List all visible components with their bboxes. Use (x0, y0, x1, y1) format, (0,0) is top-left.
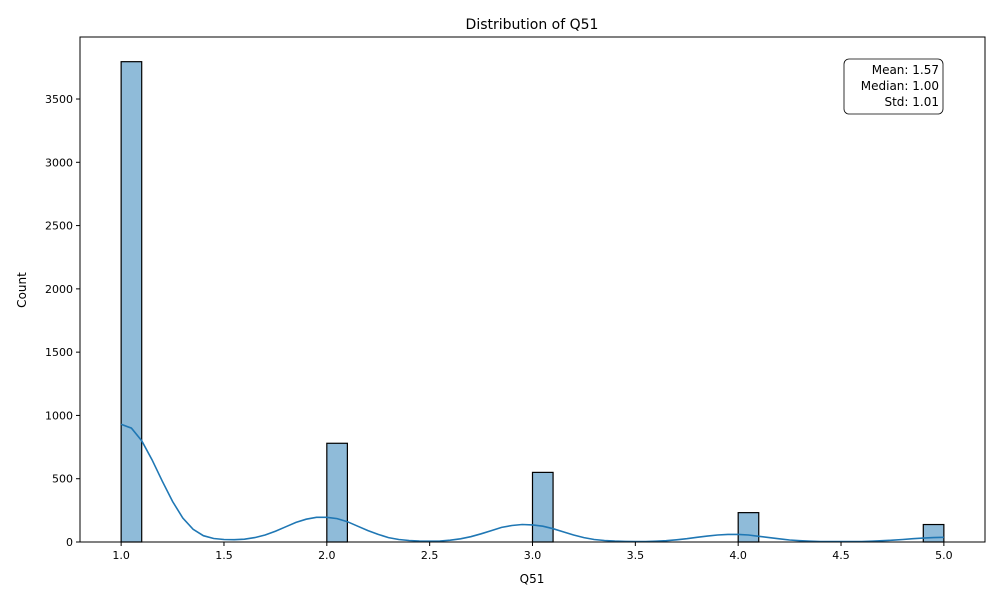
y-tick-label-3: 1500 (45, 346, 73, 359)
histogram-bar-2 (531, 471, 554, 543)
y-axis: 0 500 1000 1500 2000 2500 3000 3500 (45, 93, 80, 549)
stats-mean: Mean: 1.57 (872, 63, 939, 77)
stats-box-frame (843, 58, 944, 115)
x-tick-label-7: 4.5 (832, 549, 850, 562)
x-tick-label-6: 4.0 (729, 549, 747, 562)
histogram-bar-0 (120, 61, 143, 543)
y-tick-label-0: 0 (66, 536, 73, 549)
plot-area (120, 61, 945, 543)
y-tick-label-2: 1000 (45, 409, 73, 422)
x-axis: 1.0 1.5 2.0 2.5 3.0 3.5 4.0 4.5 5.0 (112, 542, 953, 562)
x-tick-label-5: 3.5 (627, 549, 645, 562)
y-tick-label-7: 3500 (45, 93, 73, 106)
y-tick-label-1: 500 (52, 473, 73, 486)
histogram-bar-4 (922, 523, 945, 543)
stats-box: Mean: 1.57 Median: 1.00 Std: 1.01 (843, 58, 944, 115)
y-tick-label-6: 3000 (45, 156, 73, 169)
x-tick-label-2: 2.0 (318, 549, 336, 562)
x-tick-label-3: 2.5 (421, 549, 439, 562)
x-tick-label-0: 1.0 (112, 549, 130, 562)
y-tick-label-5: 2500 (45, 220, 73, 233)
kde-layer (120, 423, 944, 543)
stats-std: Std: 1.01 (884, 95, 939, 109)
x-tick-label-4: 3.0 (524, 549, 542, 562)
y-axis-label: Count (15, 272, 29, 308)
kde-line (120, 423, 944, 543)
stats-median: Median: 1.00 (861, 79, 939, 93)
histogram-bar-3 (737, 512, 760, 543)
histogram-bar-1 (326, 442, 348, 543)
chart-title: Distribution of Q51 (466, 17, 599, 33)
x-tick-label-1: 1.5 (215, 549, 233, 562)
y-tick-label-4: 2000 (45, 283, 73, 296)
x-axis-label: Q51 (520, 572, 545, 586)
x-tick-label-8: 5.0 (935, 549, 953, 562)
